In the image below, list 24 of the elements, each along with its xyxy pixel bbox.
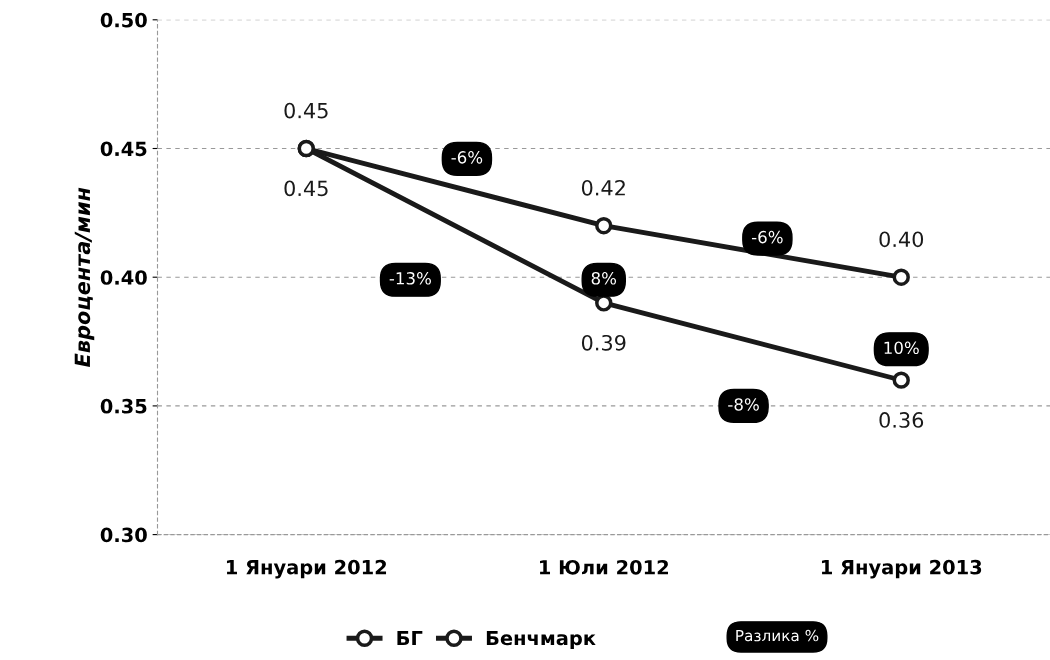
data-label: 0.45 (284, 102, 328, 119)
text: Разлика % (736, 629, 819, 642)
y-tick-label: 0.40 (100, 270, 147, 285)
y-tick-label: 0.45 (100, 141, 147, 157)
y-tick-label: 0.30 (100, 527, 147, 543)
data-label: 0.42 (581, 179, 625, 196)
annotation: 8% (591, 272, 617, 285)
x-tick-label: 1 Януари 2012 (226, 559, 387, 579)
data-label: 0.40 (879, 231, 924, 248)
legend-label: Бенчмарк (486, 630, 596, 650)
data-label: 0.36 (879, 412, 924, 428)
data-label: 0.39 (581, 334, 626, 351)
y-tick-label: 0.35 (100, 398, 147, 414)
data-label: 0.45 (284, 180, 328, 197)
y-tick-label: 0.50 (100, 12, 147, 28)
legend-label: БГ (397, 630, 423, 646)
x-tick-label: 1 Юли 2012 (540, 559, 668, 575)
y-axis-title: Евроцента/мин (74, 187, 95, 367)
annotation: -13% (389, 272, 431, 285)
annotation: -6% (751, 230, 783, 244)
x-tick-label: 1 Януари 2013 (821, 559, 982, 579)
annotation: -8% (728, 398, 759, 411)
annotation: -6% (451, 151, 483, 164)
annotation: 10% (884, 341, 919, 355)
